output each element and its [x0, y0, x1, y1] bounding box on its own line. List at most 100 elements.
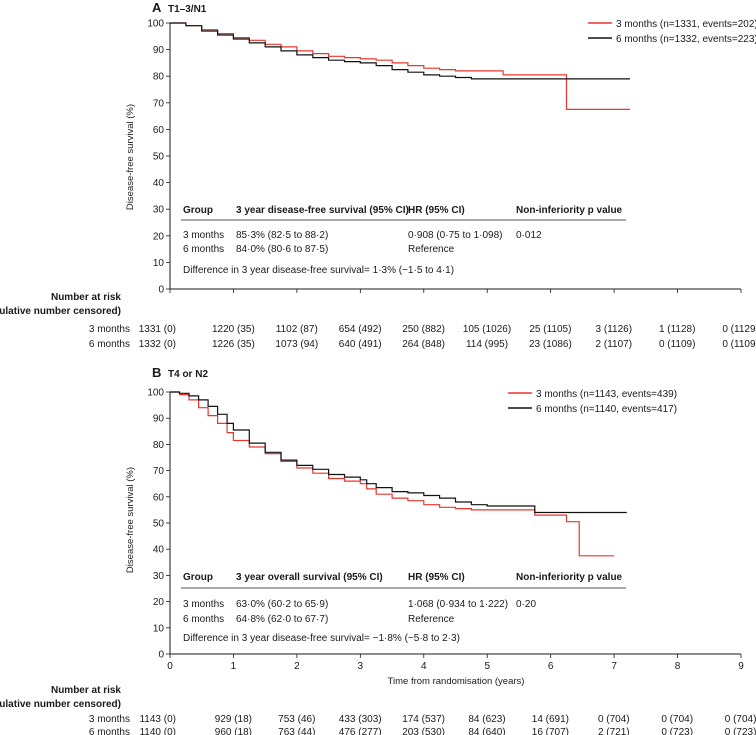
panel-a-stats-table: Group 3 year disease-free survival (95% … — [181, 205, 626, 276]
stats-row-6m-survival: 84·0% (80·6 to 87·5) — [236, 244, 328, 255]
y-tick-label: 70 — [153, 466, 165, 477]
stats-row-3m-p-value: 0·20 — [516, 599, 536, 610]
risk-cell-3-months: 1102 (87) — [276, 324, 318, 335]
risk-row-label-3-months: 3 months — [89, 714, 130, 725]
risk-cell-3-months: 1331 (0) — [139, 324, 176, 335]
risk-cell-3-months: 105 (1026) — [463, 324, 511, 335]
y-tick-label: 100 — [147, 19, 164, 30]
legend-label-6-months: 6 months (n=1332, events=223) — [616, 34, 756, 45]
risk-cell-6-months: 16 (707) — [532, 727, 569, 735]
y-tick-label: 0 — [158, 650, 164, 661]
risk-cell-6-months: 1226 (35) — [212, 339, 255, 350]
y-tick-label: 50 — [153, 519, 165, 530]
risk-cell-3-months: 1 (1128) — [659, 324, 696, 335]
stats-row-3m-group: 3 months — [183, 599, 224, 610]
risk-cell-3-months: 250 (882) — [402, 324, 445, 335]
stats-row-6m-hr: Reference — [408, 614, 455, 625]
risk-cell-6-months: 1140 (0) — [139, 727, 176, 735]
stats-row-3m-hr: 1·068 (0·934 to 1·222) — [408, 599, 508, 610]
y-tick-label: 10 — [153, 623, 165, 634]
y-tick-label: 60 — [153, 492, 165, 503]
risk-cell-3-months: 0 (704) — [661, 714, 693, 725]
y-tick-label: 0 — [158, 285, 164, 296]
risk-cell-3-months: 753 (46) — [278, 714, 315, 725]
risk-cell-6-months: 0 (1109) — [659, 339, 696, 350]
risk-row-label-3-months: 3 months — [89, 324, 130, 335]
stats-row-6m-group: 6 months — [183, 244, 224, 255]
x-tick-label: 2 — [294, 661, 300, 672]
x-tick-label: 3 — [358, 661, 364, 672]
risk-cell-3-months: 654 (492) — [339, 324, 382, 335]
x-tick-label: 1 — [231, 661, 237, 672]
risk-cell-3-months: 84 (623) — [468, 714, 505, 725]
x-tick-label: 8 — [675, 661, 681, 672]
risk-cell-3-months: 0 (704) — [598, 714, 630, 725]
risk-cell-6-months: 23 (1086) — [529, 339, 572, 350]
y-tick-label: 90 — [153, 45, 165, 56]
risk-cell-6-months: 114 (995) — [466, 339, 508, 350]
risk-cell-3-months: 174 (537) — [402, 714, 445, 725]
risk-cell-3-months: 0 (704) — [725, 714, 756, 725]
stats-row-3m-group: 3 months — [183, 230, 224, 241]
stats-row-6m-group: 6 months — [183, 614, 224, 625]
risk-cell-6-months: 640 (491) — [339, 339, 382, 350]
panel-a-title: T1–3/N1 — [168, 4, 207, 15]
legend-label-6-months: 6 months (n=1140, events=417) — [536, 404, 677, 415]
stats-header-survival: 3 year overall survival (95% CI) — [236, 572, 383, 583]
stats-header-survival: 3 year disease-free survival (95% CI) — [236, 205, 409, 216]
risk-cell-6-months: 960 (18) — [215, 727, 252, 735]
km-curve-3-months — [170, 391, 615, 557]
y-tick-label: 20 — [153, 597, 165, 608]
risk-cell-3-months: 1143 (0) — [139, 714, 176, 725]
stats-row-3m-hr: 0·908 (0·75 to 1·098) — [408, 230, 503, 241]
risk-cell-6-months: 264 (848) — [402, 339, 445, 350]
y-tick-label: 60 — [153, 125, 165, 136]
risk-cell-6-months: 84 (640) — [468, 727, 505, 735]
y-tick-label: 20 — [153, 231, 165, 242]
risk-cell-6-months: 2 (1107) — [596, 339, 633, 350]
x-tick-label: 6 — [548, 661, 554, 672]
risk-cell-3-months: 0 (1129) — [722, 324, 756, 335]
stats-row-6m-hr: Reference — [408, 244, 455, 255]
panel-b-y-axis-label: Disease-free survival (%) — [125, 467, 136, 573]
stats-difference: Difference in 3 year disease-free surviv… — [183, 265, 454, 276]
legend-label-3-months: 3 months (n=1143, events=439) — [536, 389, 677, 400]
stats-header-p-value: Non-inferiority p value — [516, 572, 623, 583]
risk-cell-3-months: 929 (18) — [215, 714, 252, 725]
panel-b-x-axis-label: Time from randomisation (years) — [388, 676, 525, 687]
panel-b-stats-table: Group 3 year overall survival (95% CI) H… — [181, 572, 626, 644]
x-tick-label: 7 — [611, 661, 617, 672]
risk-cell-6-months: 476 (277) — [339, 727, 382, 735]
risk-cell-6-months: 2 (721) — [598, 727, 630, 735]
y-tick-label: 90 — [153, 414, 165, 425]
legend-label-3-months: 3 months (n=1331, events=202) — [616, 19, 756, 30]
stats-header-p-value: Non-inferiority p value — [516, 205, 623, 216]
panel-a-risk-table: Number at risk (cumulative number censor… — [0, 292, 130, 350]
panel-b-legend: 3 months (n=1143, events=439) 6 months (… — [508, 389, 677, 415]
panel-a-legend: 3 months (n=1331, events=202) 6 months (… — [588, 19, 756, 45]
y-tick-label: 70 — [153, 98, 165, 109]
panel-a-y-axis-label: Disease-free survival (%) — [125, 104, 136, 210]
panel-a: A T1–3/N1 Disease-free survival (%) 3 mo… — [0, 0, 756, 350]
y-tick-label: 40 — [153, 178, 165, 189]
panel-b-title: T4 or N2 — [168, 369, 208, 380]
risk-table-subtitle: (cumulative number censored) — [0, 699, 121, 710]
stats-header-hr: HR (95% CI) — [408, 572, 465, 583]
risk-cell-6-months: 0 (723) — [661, 727, 693, 735]
stats-row-3m-survival: 63·0% (60·2 to 65·9) — [236, 599, 328, 610]
stats-row-6m-survival: 64·8% (62·0 to 67·7) — [236, 614, 328, 625]
km-curve-6-months — [170, 391, 627, 514]
risk-cell-6-months: 203 (530) — [402, 727, 445, 735]
risk-row-label-6-months: 6 months — [89, 339, 130, 350]
risk-cell-6-months: 763 (44) — [278, 727, 315, 735]
y-tick-label: 80 — [153, 72, 165, 83]
risk-cell-3-months: 3 (1126) — [596, 324, 633, 335]
risk-cell-6-months: 1332 (0) — [139, 339, 176, 350]
stats-difference: Difference in 3 year disease-free surviv… — [183, 633, 460, 644]
stats-header-group: Group — [183, 572, 213, 583]
stats-header-group: Group — [183, 205, 213, 216]
panel-b-letter: B — [152, 365, 161, 380]
risk-cell-3-months: 433 (303) — [339, 714, 382, 725]
risk-table-subtitle: (cumulative number censored) — [0, 306, 121, 317]
y-tick-label: 50 — [153, 152, 165, 163]
